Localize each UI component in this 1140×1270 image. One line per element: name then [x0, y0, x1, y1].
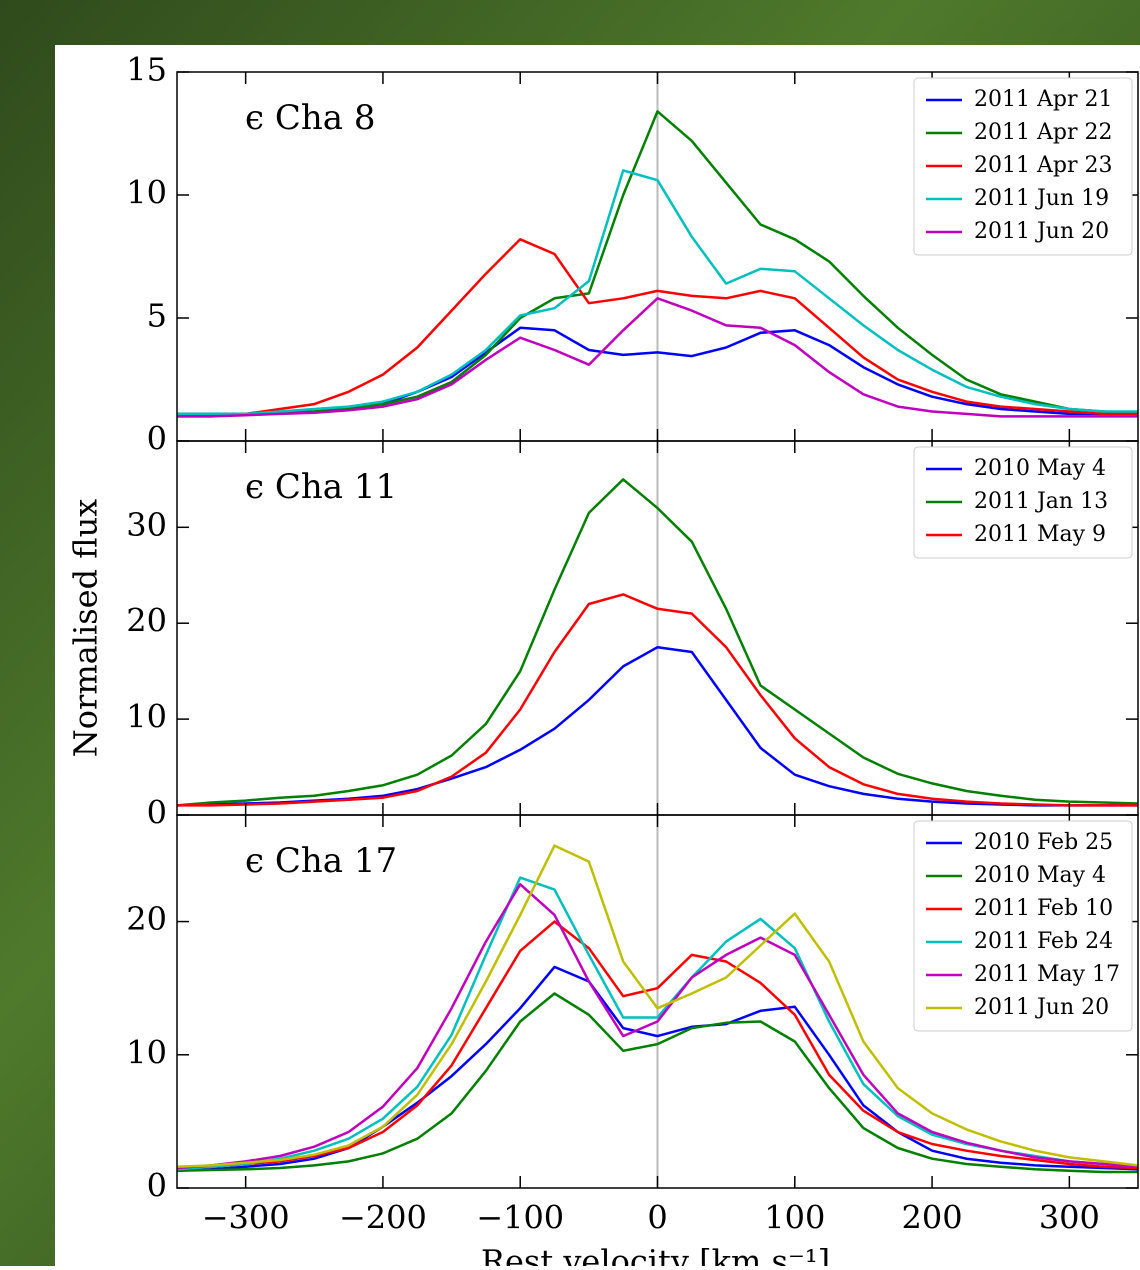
legend-label: 2011 Jun 19: [974, 186, 1109, 211]
y-tick-label: 0: [147, 1167, 167, 1205]
legend-label: 2011 Apr 23: [974, 153, 1112, 178]
legend-frame: [913, 77, 1133, 256]
legend-label: 2010 May 4: [974, 863, 1106, 888]
series-line: [177, 297, 1138, 418]
series-line: [176, 844, 1139, 1168]
legend-frame: [913, 820, 1133, 1032]
legend-label: 2011 May 9: [974, 522, 1106, 547]
x-tick-label: 0: [647, 1199, 667, 1237]
series-line: [177, 238, 1138, 418]
y-tick-label: 10: [126, 1033, 167, 1071]
series-line: [177, 593, 1138, 807]
x-tick-label: 100: [764, 1199, 825, 1237]
panel-label: ϵ Cha 11: [245, 467, 397, 507]
y-tick-label: 20: [126, 900, 167, 938]
x-tick-label: 200: [902, 1199, 963, 1237]
x-tick-label: −100: [476, 1199, 564, 1237]
legend-label: 2011 May 17: [974, 962, 1120, 987]
x-tick-label: −300: [202, 1199, 290, 1237]
legend-label: 2011 Jun 20: [974, 219, 1109, 244]
legend-label: 2010 May 4: [974, 456, 1106, 481]
legend-label: 2011 Feb 10: [974, 896, 1113, 921]
y-tick-label: 0: [147, 420, 167, 458]
legend-label: 2011 Jun 20: [974, 995, 1109, 1020]
y-tick-label: 10: [126, 698, 167, 736]
x-tick-label: 300: [1039, 1199, 1100, 1237]
legend-label: 2011 Apr 22: [974, 120, 1112, 145]
y-tick-label: 10: [126, 174, 167, 212]
y-tick-label: 15: [126, 51, 167, 89]
x-tick-label: −200: [339, 1199, 427, 1237]
series-line: [177, 169, 1138, 416]
series-line: [176, 992, 1138, 1174]
legend-label: 2011 Feb 24: [974, 929, 1113, 954]
series-line: [176, 920, 1139, 1171]
legend-label: 2011 Apr 21: [974, 87, 1112, 112]
series-line: [176, 478, 1139, 807]
y-tick-label: 20: [126, 602, 167, 640]
series-line: [176, 883, 1139, 1170]
x-axis-label: Rest velocity [km s⁻¹]: [481, 1243, 830, 1267]
panel-label: ϵ Cha 17: [245, 841, 397, 881]
panel-label: ϵ Cha 8: [245, 98, 375, 138]
y-tick-label: 0: [147, 794, 167, 832]
legend-frame: [913, 446, 1133, 559]
y-tick-label: 30: [126, 506, 167, 544]
y-tick-label: 5: [147, 297, 167, 335]
legend-label: 2011 Jan 13: [974, 489, 1108, 514]
legend-label: 2010 Feb 25: [974, 830, 1113, 855]
series-line: [177, 110, 1139, 416]
y-axis-label: Normalised flux: [67, 499, 105, 757]
